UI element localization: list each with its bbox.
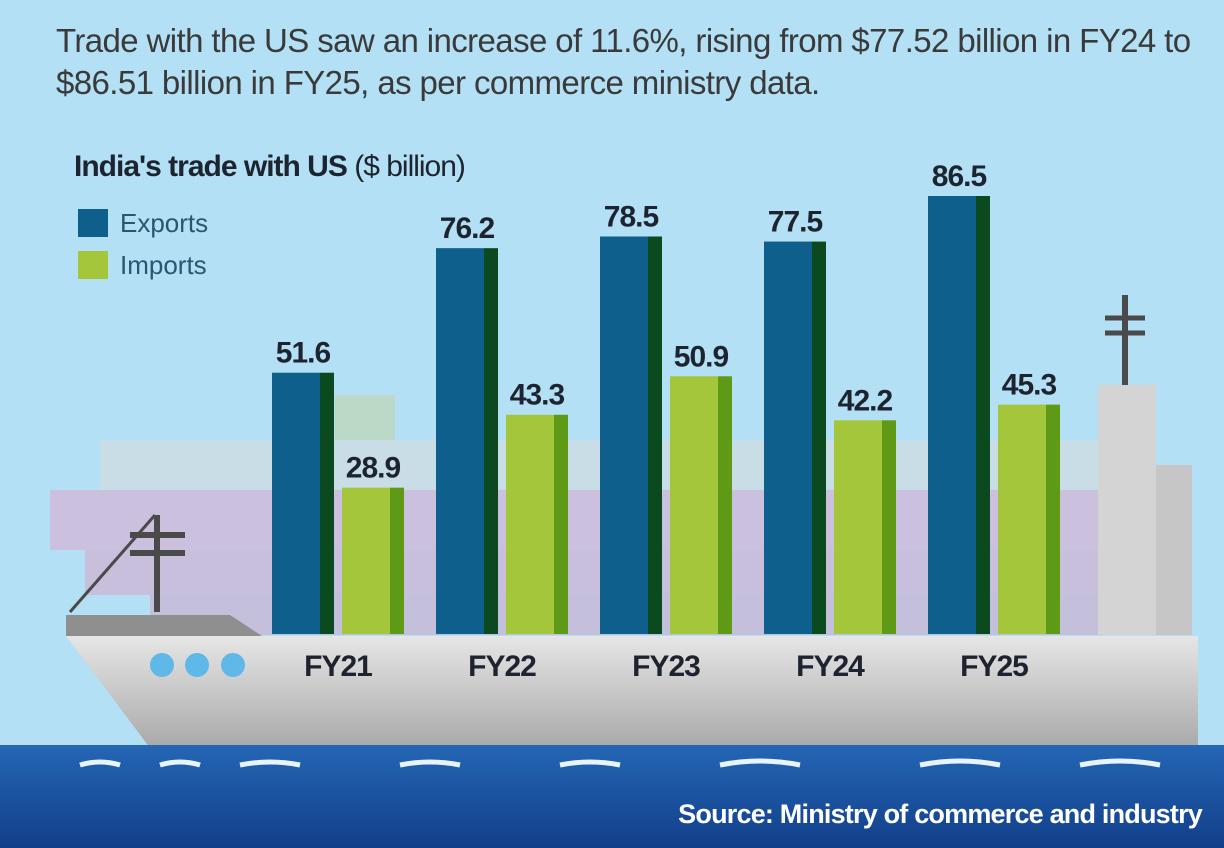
chart-title: India's trade with US ($ billion) xyxy=(74,150,466,184)
bar-edge-exports-fy24 xyxy=(812,241,826,634)
ship-hull xyxy=(66,636,1198,748)
bar-edge-imports-fy22 xyxy=(554,414,568,634)
data-label-exports-fy25: 86.5 xyxy=(932,160,987,193)
ship-funnel xyxy=(1098,295,1192,635)
bar-imports-fy25 xyxy=(998,404,1046,634)
bow-deck xyxy=(66,615,262,636)
legend-label-exports: Exports xyxy=(120,207,209,238)
bar-edge-imports-fy24 xyxy=(882,420,896,634)
bar-exports-fy25 xyxy=(928,196,976,634)
mast-icon xyxy=(68,514,185,613)
chart-title-text: India's trade with US xyxy=(74,150,348,183)
legend-item-imports: Imports xyxy=(78,244,208,286)
bar-edge-imports-fy23 xyxy=(718,376,732,634)
legend-swatch-imports xyxy=(78,251,108,279)
headline: Trade with the US saw an increase of 11.… xyxy=(56,22,1191,101)
x-tick-label-fy21: FY21 xyxy=(304,650,372,683)
bar-imports-fy24 xyxy=(834,420,882,634)
legend-item-exports: Exports xyxy=(78,202,208,244)
data-label-imports-fy22: 43.3 xyxy=(510,379,565,412)
data-label-imports-fy23: 50.9 xyxy=(674,340,729,373)
bar-imports-fy21 xyxy=(342,487,390,634)
data-label-exports-fy21: 51.6 xyxy=(276,337,331,370)
bar-exports-fy21 xyxy=(272,372,320,634)
data-label-exports-fy22: 76.2 xyxy=(440,212,495,245)
chart-unit: ($ billion) xyxy=(354,150,466,183)
bar-edge-exports-fy22 xyxy=(484,248,498,634)
bar-edge-exports-fy21 xyxy=(320,372,334,634)
bar-imports-fy23 xyxy=(670,376,718,634)
waves xyxy=(79,758,1161,768)
x-tick-label-fy25: FY25 xyxy=(960,650,1028,683)
bar-edge-imports-fy21 xyxy=(390,487,404,634)
bar-exports-fy22 xyxy=(436,248,484,634)
x-tick-label-fy24: FY24 xyxy=(796,650,865,683)
legend-swatch-exports xyxy=(78,209,108,237)
x-tick-label-fy23: FY23 xyxy=(632,650,700,683)
bar-imports-fy22 xyxy=(506,414,554,634)
legend-label-imports: Imports xyxy=(120,249,207,280)
data-label-exports-fy23: 78.5 xyxy=(604,201,659,234)
data-label-exports-fy24: 77.5 xyxy=(768,206,823,239)
bar-edge-imports-fy25 xyxy=(1046,404,1060,634)
portholes xyxy=(150,653,245,677)
x-tick-label-fy22: FY22 xyxy=(468,650,536,683)
bar-edge-exports-fy23 xyxy=(648,236,662,634)
data-label-imports-fy24: 42.2 xyxy=(838,384,893,417)
data-label-imports-fy21: 28.9 xyxy=(346,452,401,485)
bar-exports-fy23 xyxy=(600,236,648,634)
bar-exports-fy24 xyxy=(764,241,812,634)
legend: Exports Imports xyxy=(78,202,208,286)
source-note: Source: Ministry of commerce and industr… xyxy=(678,799,1203,829)
bar-edge-exports-fy25 xyxy=(976,196,990,634)
data-label-imports-fy25: 45.3 xyxy=(1002,369,1057,402)
